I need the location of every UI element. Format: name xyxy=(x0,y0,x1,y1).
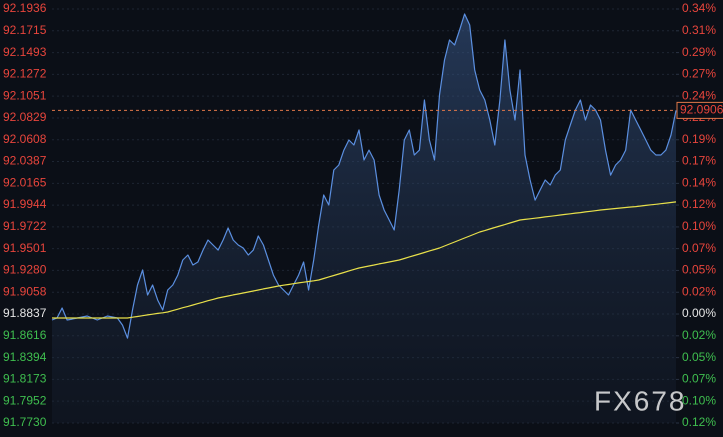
y2-tick-label: 0.29% xyxy=(682,45,716,59)
y2-tick-label: 0.31% xyxy=(682,23,716,37)
y-tick-label: 92.1493 xyxy=(3,45,47,59)
y-tick-label: 91.9501 xyxy=(3,241,47,255)
plot-layer xyxy=(51,13,677,423)
y-tick-label: 91.9058 xyxy=(3,284,47,298)
average-line xyxy=(52,201,677,319)
y-tick-label: 91.8616 xyxy=(3,328,47,342)
price-area xyxy=(52,14,676,423)
y-tick-label: 92.1715 xyxy=(3,23,47,37)
y-tick-label: 92.0829 xyxy=(3,110,47,124)
y2-tick-label: 0.12% xyxy=(682,415,716,429)
price-line xyxy=(51,13,677,339)
watermark: FX678 xyxy=(594,385,687,416)
y-tick-label: 92.0165 xyxy=(3,175,47,189)
y2-tick-label: 0.07% xyxy=(682,372,716,386)
y2-tick-label: 0.12% xyxy=(682,197,716,211)
y-tick-label: 91.9280 xyxy=(3,263,47,277)
y2-tick-label: 0.17% xyxy=(682,154,716,168)
y2-tick-label: 0.34% xyxy=(682,1,716,15)
y-tick-label: 91.7952 xyxy=(3,393,47,407)
y2-tick-label: 0.19% xyxy=(682,132,716,146)
y-tick-label: 92.1936 xyxy=(3,1,47,15)
y-tick-label: 92.0387 xyxy=(3,154,47,168)
y2-tick-label: 0.02% xyxy=(682,284,716,298)
last-price-label: 92.0906 xyxy=(680,103,723,117)
y-tick-label: 91.7730 xyxy=(3,415,47,429)
y2-tick-label: 0.07% xyxy=(682,241,716,255)
y2-tick-label: 0.05% xyxy=(682,350,716,364)
y-tick-label: 91.9944 xyxy=(3,197,47,211)
y2-tick-label: 0.02% xyxy=(682,328,716,342)
y2-tick-label: 0.05% xyxy=(682,263,716,277)
y-tick-label: 92.1051 xyxy=(3,88,47,102)
y-tick-label: 91.8173 xyxy=(3,372,47,386)
axis-layer: 92.1936 92.1715 92.1493 92.1272 92.1051 92.08… xyxy=(3,1,723,429)
y2-tick-label: 0.00% xyxy=(682,306,716,320)
y2-tick-label: 0.24% xyxy=(682,88,716,102)
y-tick-label: 91.8837 xyxy=(3,306,47,320)
y-tick-label: 92.1272 xyxy=(3,67,47,81)
y2-tick-label: 0.10% xyxy=(682,393,716,407)
y2-tick-label: 0.10% xyxy=(682,219,716,233)
y2-tick-label: 0.14% xyxy=(682,176,716,190)
y-tick-label: 91.9722 xyxy=(3,219,47,233)
y-tick-label: 92.0608 xyxy=(3,132,47,146)
last-price-box xyxy=(676,101,723,119)
y2-tick-label: 0.27% xyxy=(682,66,716,80)
y-tick-label: 91.8394 xyxy=(3,350,47,364)
